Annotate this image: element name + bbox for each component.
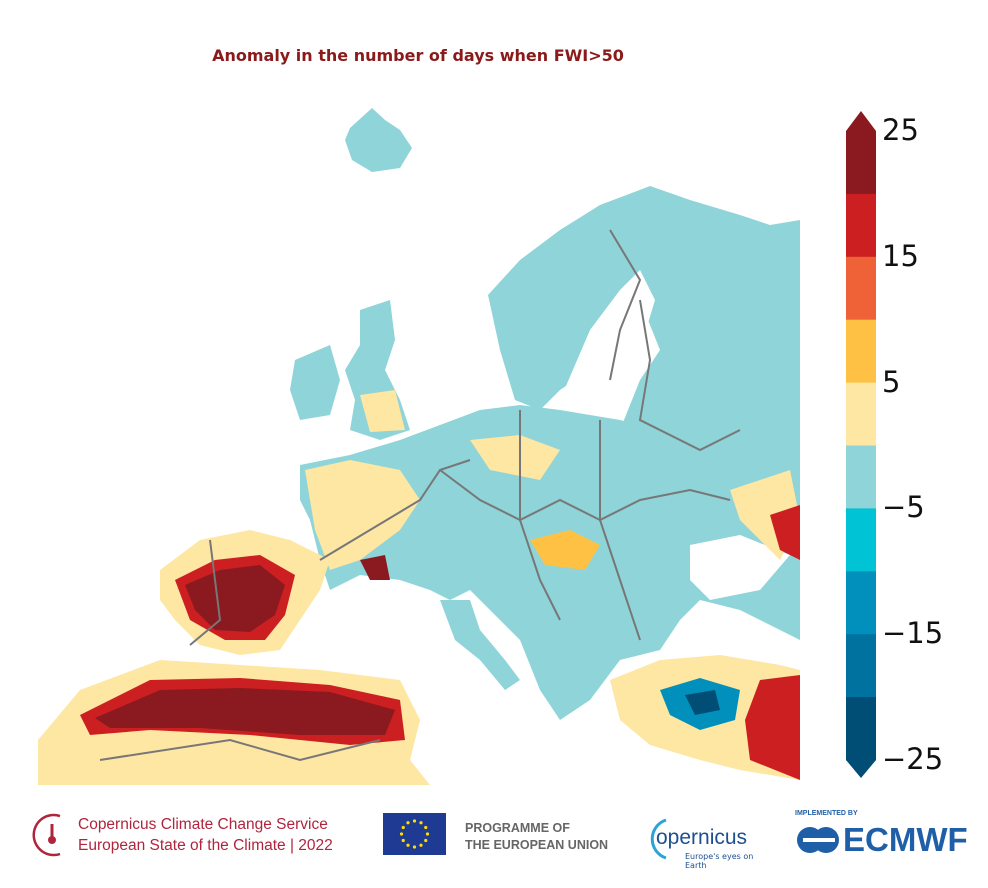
map-title: Anomaly in the number of days when FWI>5… <box>212 46 624 65</box>
baltic-sea <box>560 270 655 410</box>
colorbar-extend-min <box>846 760 876 778</box>
colorbar-bin <box>846 131 876 195</box>
copernicus-logo: opernicus Europe's eyes on Earth <box>640 814 770 870</box>
footer-logos: Copernicus Climate Change Service Europea… <box>0 800 988 880</box>
colorbar-tick-label: 15 <box>882 238 919 273</box>
c3s-logo: Copernicus Climate Change Service Europea… <box>30 810 333 864</box>
ecmwf-wordmark: ECMWF <box>843 821 968 858</box>
colorbar-bin <box>846 319 876 384</box>
colorbar-bin <box>846 634 876 698</box>
ecmwf-logo: IMPLEMENTED BY ECMWF <box>795 810 968 859</box>
country-borders <box>99 229 741 762</box>
c3s-thermometer-icon <box>32 813 61 857</box>
colorbar-bin <box>846 571 876 635</box>
copernicus-arc-icon <box>650 818 667 860</box>
ireland <box>290 345 340 420</box>
colorbar-bin <box>846 445 876 509</box>
ecmwf-implemented-by: IMPLEMENTED BY <box>795 810 858 817</box>
colorbar-tick-label: 5 <box>882 364 901 399</box>
colorbar-tick-label: −25 <box>882 742 944 776</box>
eu-programme-line1: PROGRAMME OF <box>465 821 570 835</box>
c3s-line1: Copernicus Climate Change Service <box>78 816 328 833</box>
colorbar-bin <box>846 508 876 572</box>
iceland <box>345 108 412 172</box>
colorbar-tick-label: −15 <box>882 616 944 651</box>
ecmwf-wave-icon <box>797 827 839 853</box>
copernicus-tagline: Europe's eyes on Earth <box>685 852 754 870</box>
c3s-line2: European State of the Climate | 2022 <box>78 837 333 854</box>
colorbar-extend-max <box>846 111 876 131</box>
colorbar-bin <box>846 382 876 446</box>
colorbar-bin <box>846 193 876 258</box>
eu-stars-icon <box>399 819 430 849</box>
colorbar-bin <box>846 256 876 321</box>
colorbar-tick-label: −5 <box>882 490 925 525</box>
copernicus-wordmark: opernicus <box>656 826 748 849</box>
italy <box>440 600 520 690</box>
eu-flag <box>383 813 446 855</box>
eu-programme-line2: THE EUROPEAN UNION <box>465 838 609 852</box>
colorbar-tick-label: 25 <box>882 113 919 147</box>
colorbar-bin <box>846 697 876 761</box>
black-sea <box>690 535 790 600</box>
